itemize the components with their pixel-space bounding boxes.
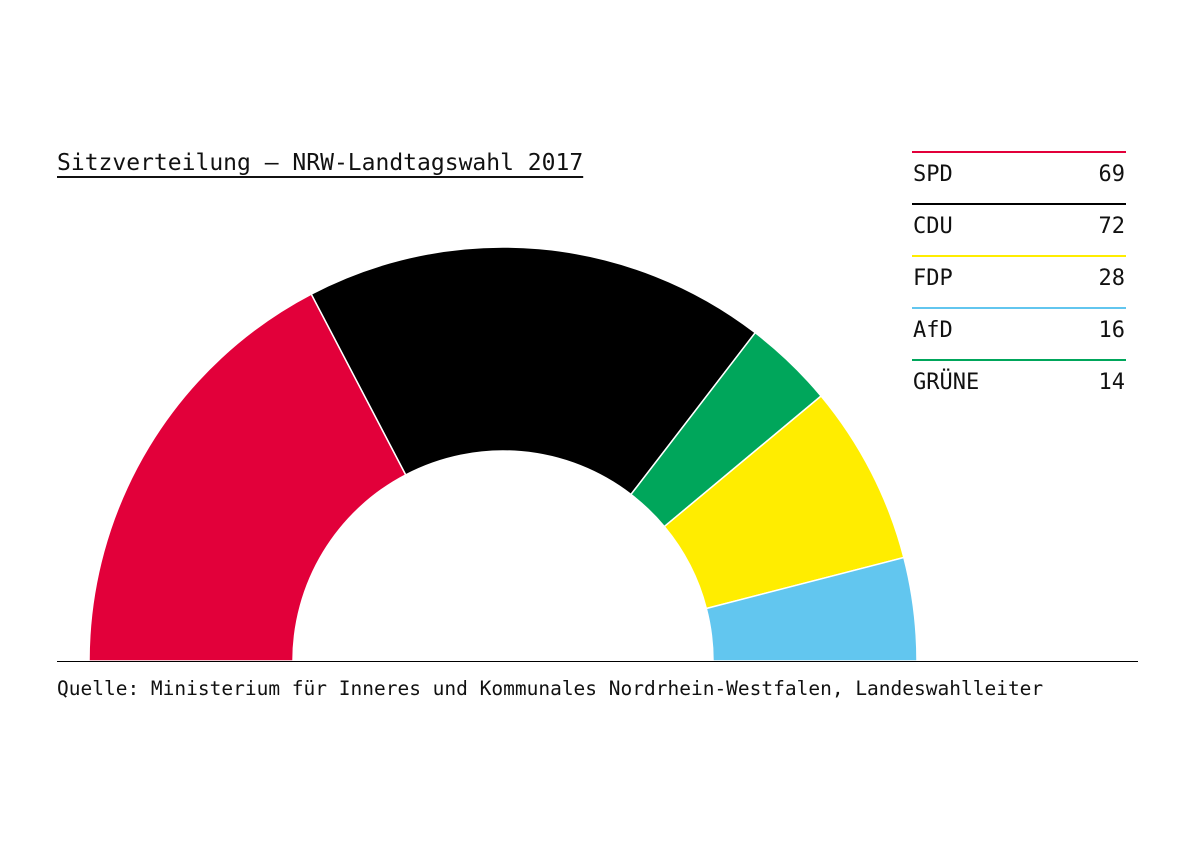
- legend-row-fdp: FDP 28: [912, 255, 1126, 305]
- legend-row-cdu: CDU 72: [912, 203, 1126, 253]
- legend-party-name: CDU: [913, 214, 953, 239]
- legend: SPD 69 CDU 72 FDP 28 AfD 16 GRÜNE 14: [912, 151, 1126, 411]
- legend-row-gruene: GRÜNE 14: [912, 359, 1126, 409]
- chart-slices: [88, 246, 918, 662]
- legend-party-name: SPD: [913, 162, 953, 187]
- chart-baseline: [57, 661, 1138, 662]
- slice-cdu: [310, 246, 757, 496]
- legend-seat-count: 16: [1098, 318, 1126, 343]
- legend-seat-count: 69: [1098, 162, 1126, 187]
- legend-party-name: AfD: [913, 318, 953, 343]
- legend-seat-count: 28: [1098, 266, 1126, 291]
- slice-spd: [88, 293, 407, 662]
- chart-title: Sitzverteilung – NRW-Landtagswahl 2017: [57, 150, 584, 176]
- legend-seat-count: 72: [1098, 214, 1126, 239]
- legend-row-afd: AfD 16: [912, 307, 1126, 357]
- source-note: Quelle: Ministerium für Inneres und Komm…: [57, 677, 1044, 700]
- legend-seat-count: 14: [1098, 370, 1126, 395]
- legend-party-name: FDP: [913, 266, 953, 291]
- legend-row-spd: SPD 69: [912, 151, 1126, 201]
- legend-party-name: GRÜNE: [913, 370, 980, 395]
